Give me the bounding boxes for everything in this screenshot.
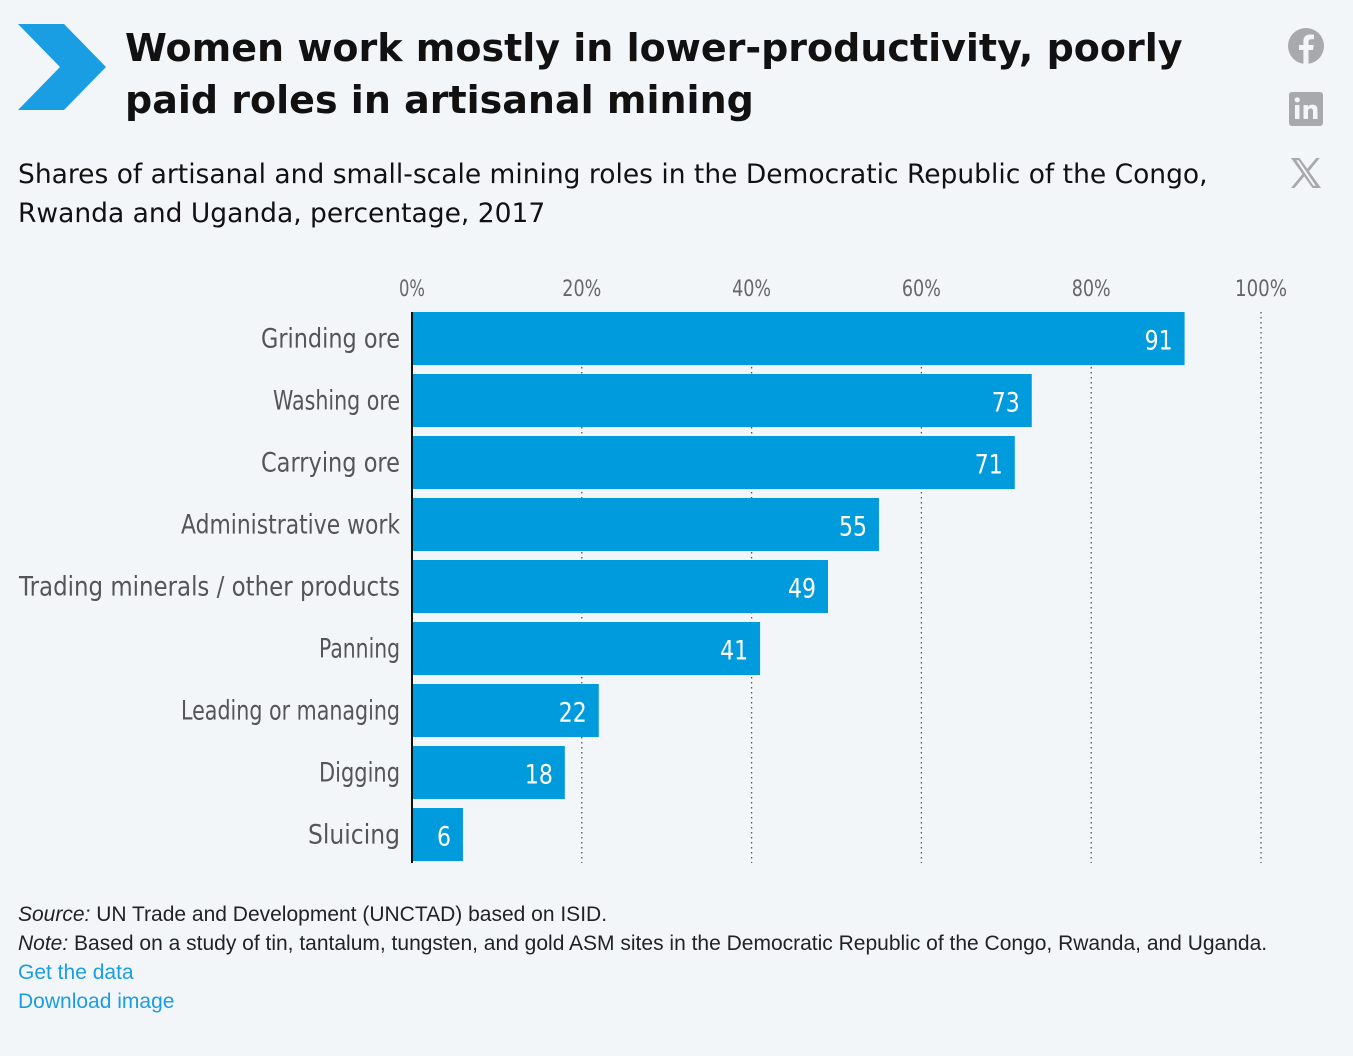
get-data-link[interactable]: Get the data bbox=[18, 961, 134, 984]
download-image-link[interactable]: Download image bbox=[18, 990, 175, 1013]
value-label: 91 bbox=[1145, 326, 1173, 357]
x-axis-ticks: 0% 20% 40% 60% 80% 100% bbox=[399, 277, 1287, 302]
chevron-logo-icon bbox=[18, 24, 106, 110]
value-label: 18 bbox=[525, 760, 553, 791]
note-label: Note: bbox=[18, 932, 69, 955]
category-labels: Grinding ore Washing ore Carrying ore Admin… bbox=[18, 324, 400, 851]
value-label: 73 bbox=[992, 388, 1020, 419]
value-label: 6 bbox=[437, 822, 451, 853]
x-icon[interactable] bbox=[1285, 152, 1327, 194]
chart-subtitle: Shares of artisanal and small-scale mini… bbox=[18, 159, 1208, 229]
bar bbox=[412, 312, 1185, 365]
category-label: Administrative work bbox=[181, 510, 400, 541]
tick-label: 60% bbox=[902, 277, 941, 302]
page-title: Women work mostly in lower-productivity,… bbox=[125, 26, 1183, 122]
tick-label: 80% bbox=[1072, 277, 1111, 302]
facebook-icon[interactable] bbox=[1285, 25, 1327, 67]
category-label: Sluicing bbox=[308, 820, 400, 851]
category-label: Trading minerals / other products bbox=[18, 572, 400, 603]
source-line: Source: UN Trade and Development (UNCTAD… bbox=[18, 900, 1338, 929]
bar bbox=[412, 746, 565, 799]
bar bbox=[412, 374, 1032, 427]
category-label: Leading or managing bbox=[181, 696, 400, 727]
category-label: Carrying ore bbox=[261, 448, 400, 479]
footer: Source: UN Trade and Development (UNCTAD… bbox=[18, 900, 1338, 1016]
tick-label: 0% bbox=[399, 277, 425, 302]
category-label: Digging bbox=[319, 758, 400, 789]
value-label: 22 bbox=[559, 698, 587, 729]
bar bbox=[412, 560, 829, 613]
value-label: 41 bbox=[720, 636, 748, 667]
value-label: 71 bbox=[975, 450, 1003, 481]
source-label: Source: bbox=[18, 903, 91, 926]
bar bbox=[412, 436, 1015, 489]
category-label: Grinding ore bbox=[261, 324, 400, 355]
bar bbox=[412, 498, 879, 551]
tick-label: 40% bbox=[732, 277, 771, 302]
bar bbox=[412, 622, 761, 675]
category-label: Washing ore bbox=[273, 386, 400, 417]
bar bbox=[412, 808, 463, 861]
tick-label: 20% bbox=[562, 277, 601, 302]
bar-chart: 0% 20% 40% 60% 80% 100% Grinding ore Washing o… bbox=[18, 277, 1287, 863]
tick-label: 100% bbox=[1235, 277, 1287, 302]
value-label: 49 bbox=[788, 574, 816, 605]
bar bbox=[412, 684, 599, 737]
linkedin-icon[interactable] bbox=[1285, 88, 1327, 130]
note-text: Based on a study of tin, tantalum, tungs… bbox=[68, 932, 1268, 955]
value-label: 55 bbox=[839, 512, 867, 543]
category-label: Panning bbox=[319, 634, 400, 665]
bars bbox=[412, 312, 1185, 861]
note-line: Note: Based on a study of tin, tantalum,… bbox=[18, 929, 1338, 958]
source-text: UN Trade and Development (UNCTAD) based … bbox=[90, 903, 608, 926]
